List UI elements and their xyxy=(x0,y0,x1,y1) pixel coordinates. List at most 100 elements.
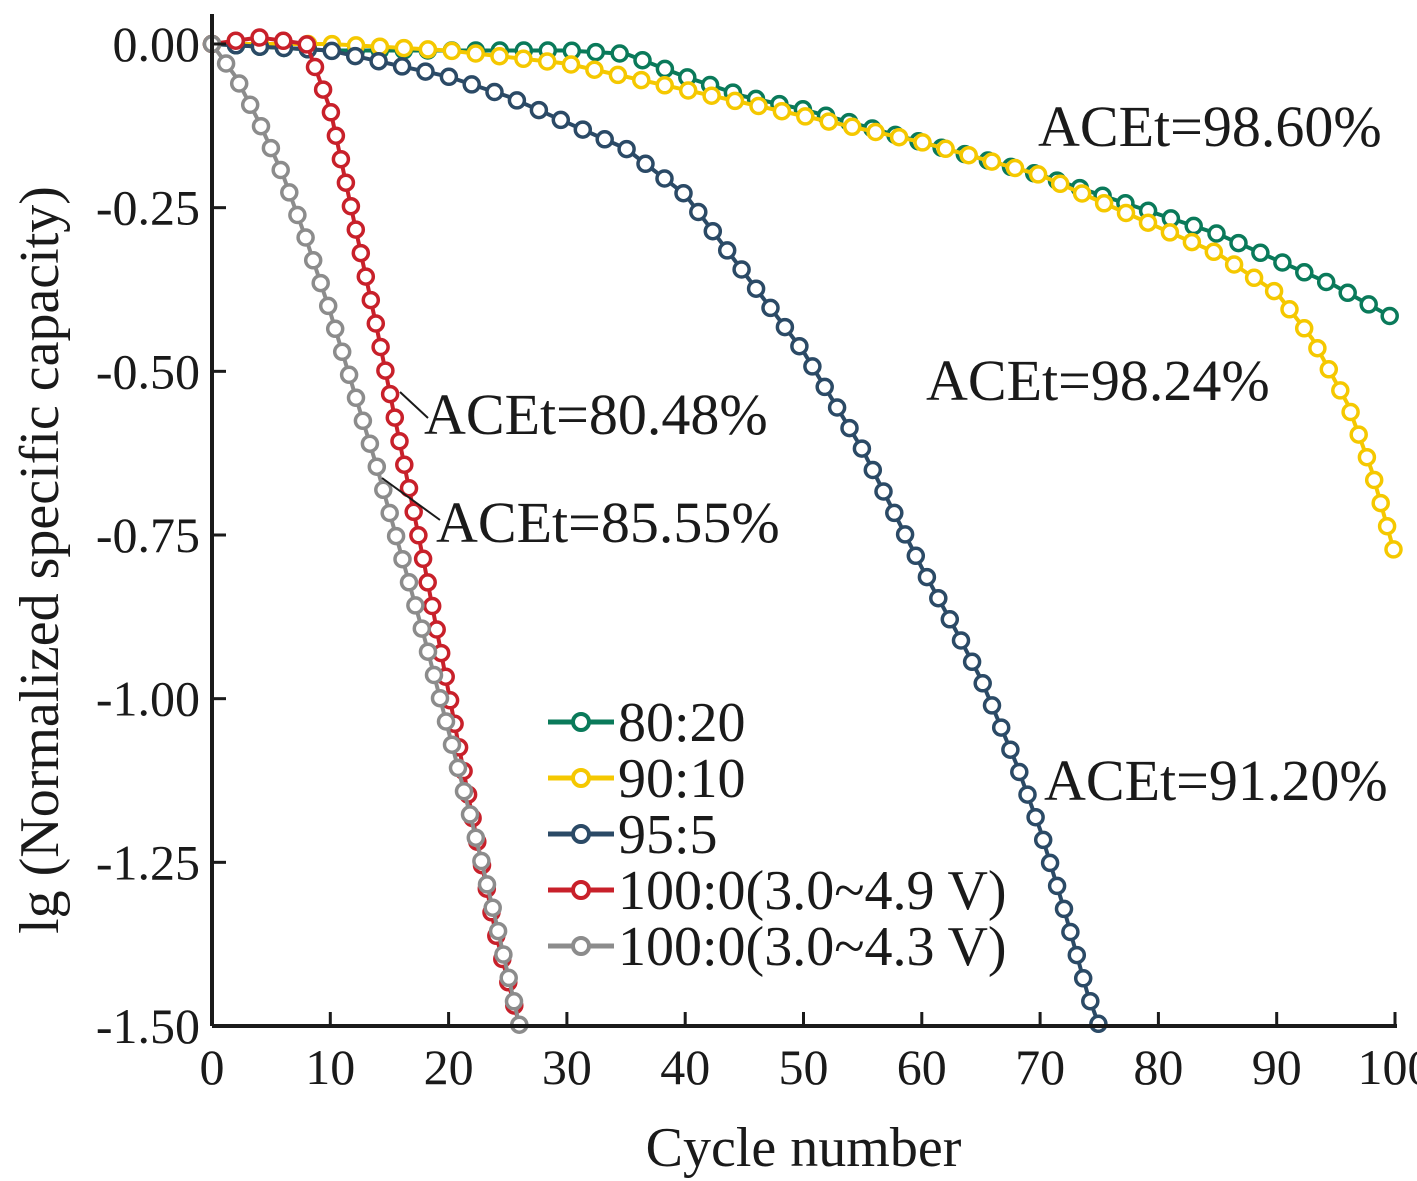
data-point xyxy=(341,196,361,216)
data-point xyxy=(356,267,376,286)
y-tick-label: 0.00 xyxy=(113,16,201,72)
data-point xyxy=(678,81,698,100)
data-point xyxy=(305,57,325,77)
data-point xyxy=(874,482,893,501)
data-point xyxy=(351,243,371,263)
data-point xyxy=(322,41,342,61)
data-point xyxy=(913,133,932,152)
data-point xyxy=(962,652,982,672)
data-point xyxy=(366,314,386,333)
data-point xyxy=(390,431,409,451)
data-point xyxy=(507,91,527,110)
legend-marker xyxy=(571,712,591,732)
data-point xyxy=(514,49,533,69)
data-point xyxy=(251,116,271,136)
data-point xyxy=(1341,402,1360,422)
x-tick-label: 50 xyxy=(779,1039,829,1095)
data-point xyxy=(416,62,435,81)
data-point xyxy=(561,55,581,74)
data-point xyxy=(346,220,366,239)
data-point xyxy=(1295,263,1314,282)
data-point xyxy=(353,411,373,431)
y-tick-label: -1.50 xyxy=(96,998,200,1054)
x-tick-label: 90 xyxy=(1252,1039,1302,1095)
data-point xyxy=(1054,899,1074,919)
data-point xyxy=(427,620,446,639)
data-point xyxy=(311,273,330,293)
data-point xyxy=(1116,203,1136,223)
data-point xyxy=(296,228,315,247)
data-point xyxy=(595,130,614,149)
data-point xyxy=(1204,242,1224,262)
data-point xyxy=(504,992,524,1011)
data-point xyxy=(840,418,859,438)
data-point xyxy=(1001,740,1020,759)
data-point xyxy=(1244,268,1264,288)
data-point xyxy=(703,221,723,241)
series-95-5 xyxy=(202,34,1108,1034)
data-point xyxy=(494,945,513,964)
data-point xyxy=(380,503,399,523)
data-point xyxy=(885,503,904,523)
data-point xyxy=(1280,300,1299,319)
data-point xyxy=(827,398,847,417)
data-point xyxy=(1224,255,1244,274)
data-point xyxy=(617,139,636,159)
legend-label: 95:5 xyxy=(618,804,718,866)
data-point xyxy=(483,898,502,917)
data-point xyxy=(261,138,281,158)
data-point xyxy=(1357,447,1377,467)
data-point xyxy=(852,439,872,458)
data-point xyxy=(462,75,481,94)
data-point xyxy=(889,127,909,147)
data-point xyxy=(418,573,437,592)
annotation-95-5: ACEt=91.20% xyxy=(1044,748,1388,813)
data-point xyxy=(940,610,960,629)
data-point xyxy=(1033,830,1053,850)
data-point xyxy=(466,828,486,847)
data-point xyxy=(439,67,459,87)
series-80-20 xyxy=(202,34,1399,326)
annotation-100-0-4-3v: ACEt=85.55% xyxy=(436,490,780,555)
data-point xyxy=(442,41,462,61)
legend-label: 100:0(3.0~4.9 V) xyxy=(618,860,1007,922)
legend-item-100-0-3-0-4-3-v: 100:0(3.0~4.3 V) xyxy=(548,916,1007,978)
data-point xyxy=(608,65,628,85)
x-tick-label: 60 xyxy=(897,1039,947,1095)
data-point xyxy=(1047,876,1067,896)
data-point xyxy=(321,103,341,122)
data-point xyxy=(413,549,433,569)
data-point xyxy=(1182,232,1202,252)
data-point xyxy=(1005,158,1025,178)
data-point xyxy=(790,336,809,356)
data-point xyxy=(1316,272,1336,292)
data-point xyxy=(404,502,423,522)
annotation-100-0-4-9v: ACEt=80.48% xyxy=(424,382,768,447)
x-tick-label: 10 xyxy=(305,1039,355,1095)
data-point xyxy=(1089,1014,1108,1034)
data-point xyxy=(746,279,766,298)
data-point xyxy=(460,805,480,824)
data-point xyxy=(332,342,352,362)
data-point xyxy=(1072,184,1092,203)
series-line-80-20 xyxy=(211,42,1396,321)
data-point xyxy=(477,875,497,894)
data-point xyxy=(761,298,780,318)
data-point xyxy=(749,96,768,116)
data-point xyxy=(951,631,971,650)
data-point xyxy=(982,696,1002,715)
data-point xyxy=(1184,216,1203,236)
legend-item-90-10: 90:10 xyxy=(548,748,746,810)
data-point xyxy=(386,526,406,546)
data-point xyxy=(1138,213,1158,232)
legend-item-100-0-3-0-4-9-v: 100:0(3.0~4.9 V) xyxy=(548,860,1007,922)
data-point xyxy=(655,76,674,95)
data-point xyxy=(394,38,414,58)
data-point xyxy=(409,526,428,545)
data-point xyxy=(1207,224,1226,243)
data-point xyxy=(1081,991,1100,1011)
data-point xyxy=(1338,283,1357,303)
y-tick-label: -0.75 xyxy=(96,507,200,563)
